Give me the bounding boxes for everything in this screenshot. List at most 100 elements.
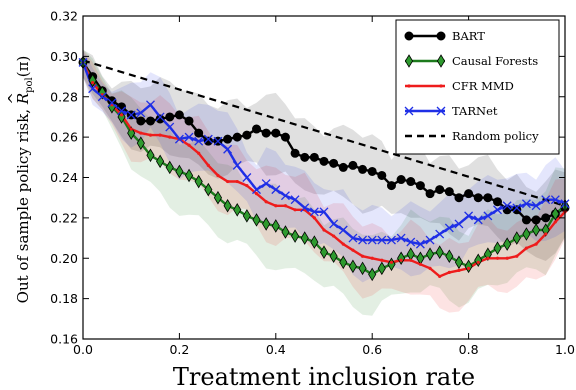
x-tick-label: 0.4 [266,342,286,357]
legend-label-causal-forests: Causal Forests [452,54,538,68]
point-cfr-mmd [495,256,500,260]
point-bart [145,116,155,126]
point-tarnet [387,235,396,245]
x-axis-title: Treatment inclusion rate [173,363,475,390]
point-cfr-mmd [293,208,297,212]
legend-marker-cfr-mmd [407,84,411,88]
point-cfr-mmd [254,192,259,196]
point-cfr-mmd [312,216,316,220]
y-tick-label: 0.16 [50,332,78,347]
y-axis-title-sub: pol [24,77,35,93]
point-causal-forests [117,110,126,124]
point-causal-forests [204,182,213,197]
legend: BART Causal Forests CFR MMD TARNet Random po… [395,19,560,155]
point-tarnet [261,179,271,189]
point-bart [435,185,445,195]
point-tarnet [502,201,512,211]
legend-marker-tarnet [404,106,414,116]
point-cfr-mmd [168,135,172,139]
point-bart [396,175,406,185]
point-bart [300,152,310,162]
point-cfr-mmd [274,204,278,208]
legend-marker-causal-forests [404,54,414,68]
point-bart [174,110,184,120]
point-tarnet [126,110,136,120]
point-causal-forests [300,231,309,245]
point-causal-forests [397,251,406,266]
point-bart [261,128,271,138]
point-cfr-mmd [438,274,442,279]
point-tarnet [358,235,368,245]
point-tarnet [300,203,310,213]
point-tarnet [415,239,425,249]
band-bart [83,49,565,261]
point-tarnet [213,136,223,146]
point-tarnet [319,207,329,217]
point-cfr-mmd [380,258,384,262]
point-tarnet [223,144,233,154]
point-causal-forests [213,190,223,205]
y-axis-title-r: R [14,93,32,105]
point-tarnet [290,195,300,205]
y-tick-label: 0.20 [50,251,78,266]
point-cfr-mmd [264,200,268,204]
point-tarnet [550,195,560,205]
point-cfr-mmd [139,131,143,135]
point-tarnet [155,112,165,122]
point-tarnet [348,233,358,243]
point-causal-forests [541,223,550,237]
point-bart [521,215,531,225]
band-tarnet [83,50,565,283]
point-tarnet [454,219,464,229]
y-tick-label: 0.24 [50,170,78,185]
point-cfr-mmd [486,256,490,260]
point-causal-forests [184,168,194,183]
point-cfr-mmd [341,242,345,246]
point-causal-forests [512,231,521,245]
point-tarnet [252,185,261,195]
point-tarnet [444,223,454,233]
point-tarnet [107,98,117,108]
point-bart [271,128,281,138]
point-cfr-mmd [409,258,413,262]
point-causal-forests [252,213,261,227]
point-bart [473,193,483,203]
legend-marker-cfr-mmd [439,84,443,88]
legend-marker-bart [404,31,414,41]
y-axis-title-hat: ^ [5,92,23,105]
point-bart [358,164,368,174]
point-causal-forests [358,261,367,276]
point-tarnet [242,173,252,182]
y-tick-label: 0.32 [50,9,78,24]
point-causal-forests [165,160,174,175]
point-cfr-mmd [351,248,355,252]
point-tarnet [309,207,319,217]
point-tarnet [136,108,146,118]
point-bart [406,177,416,187]
point-cfr-mmd [428,266,432,270]
y-axis-title-text: Out of sample policy risk, [14,104,32,303]
point-bart [223,134,233,144]
point-tarnet [425,235,435,245]
point-causal-forests [194,174,203,189]
point-tarnet [203,134,213,144]
point-cfr-mmd [524,246,529,250]
point-causal-forests [271,219,280,233]
point-causal-forests [262,217,271,231]
point-cfr-mmd [447,270,451,274]
point-cfr-mmd [418,262,422,266]
legend-marker-tarnet [436,106,446,116]
point-bart [454,193,464,203]
point-tarnet [435,229,445,239]
point-causal-forests [319,245,329,259]
point-bart [290,148,300,158]
point-bart [493,197,503,207]
point-tarnet [117,106,127,116]
point-causal-forests [88,73,97,88]
point-tarnet [165,122,175,132]
point-tarnet [464,211,474,221]
point-bart [136,116,146,126]
point-bart [184,116,194,126]
point-causal-forests [454,255,464,270]
y-tick-label: 0.28 [50,89,78,104]
